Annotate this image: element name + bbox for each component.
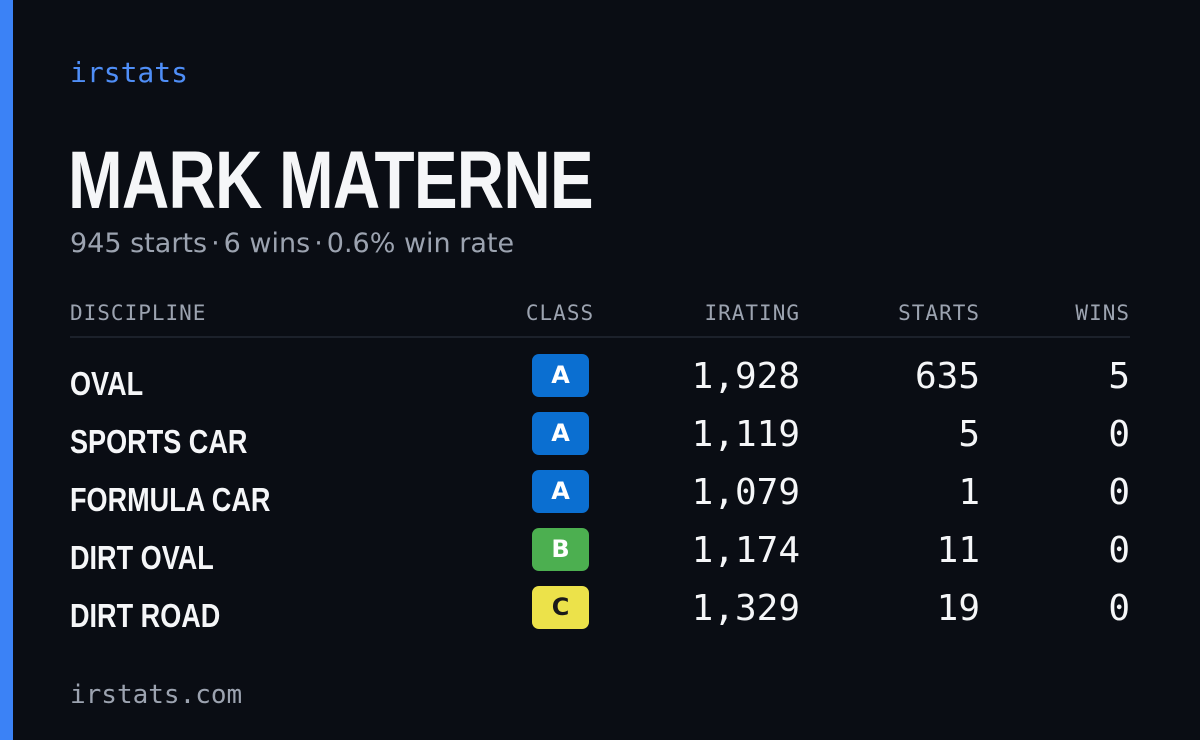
header-irating: IRATING	[704, 301, 800, 325]
separator: ·	[314, 228, 323, 259]
starts-value: 19	[936, 588, 980, 629]
separator: ·	[211, 228, 220, 259]
table-body: OVAL A 1,928 635 5 SPORTS CAR A 1,119 5 …	[70, 352, 1130, 642]
table-row: DIRT ROAD C 1,329 19 0	[70, 584, 1130, 642]
table-row: FORMULA CAR A 1,079 1 0	[70, 468, 1130, 526]
accent-bar	[0, 0, 13, 740]
starts-value: 1	[958, 472, 980, 513]
table-header: DISCIPLINE CLASS IRATING STARTS WINS	[70, 298, 1130, 338]
table-row: SPORTS CAR A 1,119 5 0	[70, 410, 1130, 468]
brand-logo[interactable]: irstats	[70, 56, 189, 89]
player-name: MARK MATERNE	[68, 135, 594, 226]
discipline-name: DIRT OVAL	[70, 539, 214, 576]
header-discipline: DISCIPLINE	[70, 301, 207, 325]
wins-value: 0	[1108, 414, 1130, 455]
class-badge: A	[532, 470, 589, 513]
starts-count: 945 starts	[70, 228, 208, 259]
irating-value: 1,119	[691, 414, 800, 455]
wins-value: 5	[1108, 356, 1130, 397]
table-row: DIRT OVAL B 1,174 11 0	[70, 526, 1130, 584]
starts-value: 11	[936, 530, 980, 571]
irating-value: 1,329	[691, 588, 800, 629]
irating-value: 1,174	[691, 530, 800, 571]
class-badge: A	[532, 412, 589, 455]
wins-value: 0	[1108, 588, 1130, 629]
discipline-name: SPORTS CAR	[70, 423, 248, 460]
starts-value: 635	[914, 356, 980, 397]
class-badge: C	[532, 586, 589, 629]
stats-table: DISCIPLINE CLASS IRATING STARTS WINS OVA…	[70, 298, 1130, 642]
table-row: OVAL A 1,928 635 5	[70, 352, 1130, 410]
discipline-name: DIRT ROAD	[70, 597, 221, 634]
wins-value: 0	[1108, 530, 1130, 571]
header-starts: STARTS	[898, 301, 980, 325]
wins-value: 0	[1108, 472, 1130, 513]
starts-value: 5	[958, 414, 980, 455]
irating-value: 1,928	[691, 356, 800, 397]
footer-url[interactable]: irstats.com	[70, 680, 243, 710]
class-badge: A	[532, 354, 589, 397]
header-wins: WINS	[1075, 301, 1130, 325]
class-badge: B	[532, 528, 589, 571]
discipline-name: FORMULA CAR	[70, 481, 271, 518]
irating-value: 1,079	[691, 472, 800, 513]
header-class: CLASS	[525, 301, 595, 325]
discipline-name: OVAL	[70, 365, 144, 402]
player-summary: 945 starts · 6 wins · 0.6% win rate	[70, 228, 514, 259]
win-rate: 0.6% win rate	[326, 228, 515, 259]
wins-count: 6 wins	[223, 228, 311, 259]
